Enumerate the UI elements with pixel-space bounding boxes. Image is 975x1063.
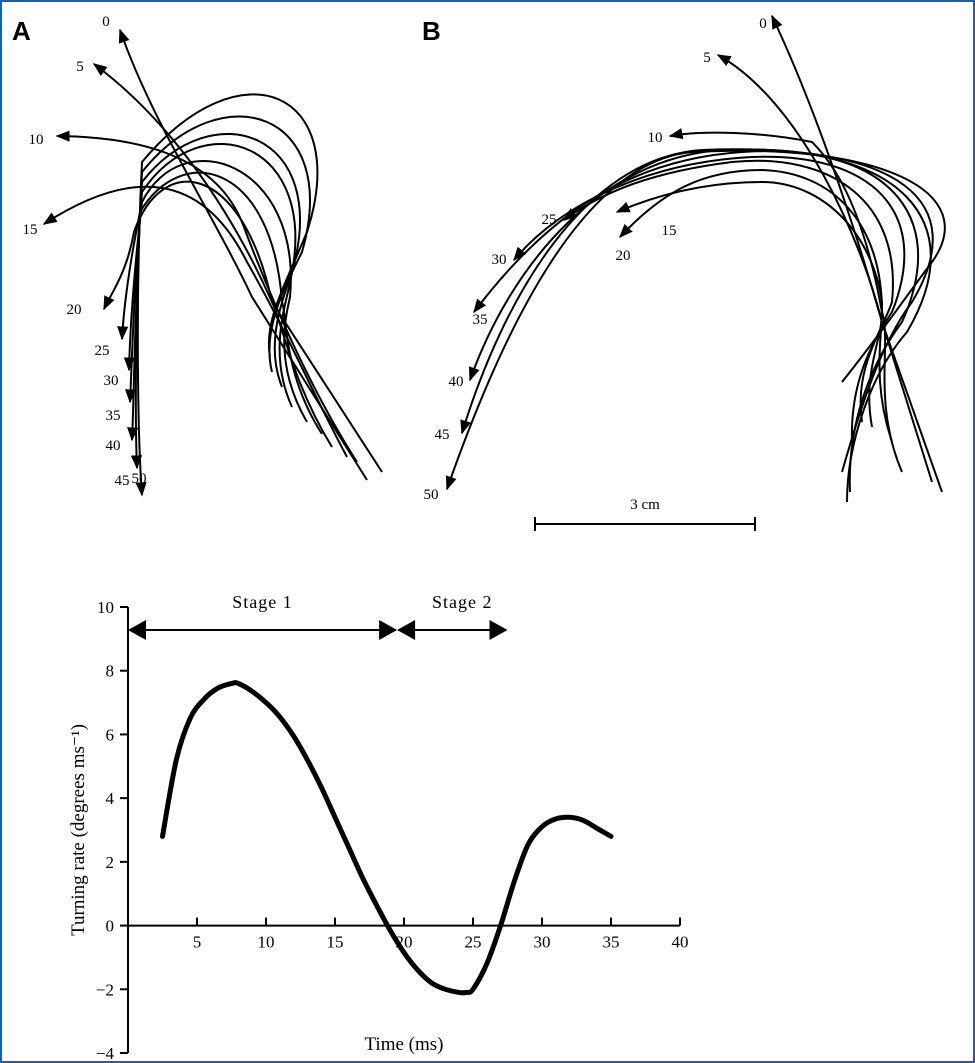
panel-a-letter: A: [12, 16, 31, 46]
x-tick-label: 25: [465, 933, 482, 952]
stage-arrows: [128, 620, 508, 640]
y-tick-label: 6: [106, 725, 115, 744]
scale-bar: 3 cm: [534, 497, 756, 531]
panel-a-midlines: A 0 5 10 15 20 25 30 35 40 45 50: [12, 14, 383, 497]
panel-b-time-label: 25: [542, 212, 557, 228]
x-tick-label: 30: [534, 933, 551, 952]
panel-b-time-label: 5: [703, 50, 711, 66]
stage-1-arrowhead-right: [379, 620, 398, 640]
y-tick-label: 0: [106, 917, 115, 936]
panel-a-midline-15ms: [42, 185, 348, 458]
x-tick-label: 10: [258, 933, 275, 952]
panel-b-time-label: 10: [648, 130, 663, 146]
panel-a-midline-5ms: [92, 63, 383, 473]
panel-a-time-label: 35: [106, 408, 121, 424]
panel-a-time-label: 40: [106, 438, 121, 454]
y-tick-label: −4: [96, 1044, 115, 1061]
stage-2-arrowhead-left: [397, 620, 416, 640]
y-tick-label: −2: [96, 980, 114, 999]
x-axis-title: Time (ms): [364, 1034, 443, 1055]
panel-a-time-label: 20: [67, 302, 82, 318]
panel-b-time-label: 35: [473, 312, 488, 328]
y-tick-label: 10: [97, 598, 114, 617]
x-tick-label: 15: [327, 933, 344, 952]
panel-a-midline-35ms: [125, 142, 297, 408]
y-tick-label: 8: [106, 662, 115, 681]
panel-a-time-label: 25: [95, 343, 110, 359]
panel-a-time-label: 5: [76, 59, 84, 75]
y-tick-label: 2: [106, 853, 115, 872]
panel-a-midline-25ms: [117, 171, 323, 435]
x-tick-label: 40: [672, 933, 689, 952]
panel-a-midline-30ms: [123, 160, 308, 423]
panel-a-time-label: 45: [115, 473, 130, 489]
panel-a-time-label: 0: [102, 14, 110, 30]
stage-1-arrowhead-left: [128, 620, 146, 640]
panel-b-time-label: 20: [616, 248, 631, 264]
y-axis-title: Turning rate (degrees ms⁻¹): [68, 724, 89, 936]
scale-bar-label: 3 cm: [630, 497, 660, 513]
x-tick-label: 5: [193, 933, 202, 952]
panel-a-time-labels: 0 5 10 15 20 25 30 35 40 45 50: [23, 14, 147, 489]
panel-b-time-label: 0: [759, 16, 767, 32]
panel-b-midline-30ms: [513, 155, 906, 443]
stage-2-label: Stage 2: [432, 592, 493, 612]
panel-b-time-label: 50: [424, 487, 439, 503]
y-tick-label: 4: [106, 789, 115, 808]
panel-a-midline-50ms: [135, 93, 319, 497]
panel-a-midline-group: [42, 28, 383, 497]
panel-b-time-label: 45: [435, 427, 450, 443]
panel-a-time-label: 10: [29, 132, 44, 148]
panel-a-time-label: 15: [23, 222, 38, 238]
x-tick-label: 35: [603, 933, 620, 952]
panel-b-midlines: B 0 5 10 15 20 25 30 35 40 45 50 3 cm: [422, 14, 946, 531]
panel-b-midline-10ms: [668, 128, 903, 473]
turning-rate-chart: Stage 1 Stage 2 5 10 15 20 25 30 35 40−4−202468…: [68, 592, 689, 1061]
panel-a-midline-45ms: [130, 115, 311, 470]
panel-a-time-label: 30: [104, 373, 119, 389]
panel-b-midline-40ms: [468, 148, 932, 503]
panel-b-time-label: 40: [449, 374, 464, 390]
stage-1-label: Stage 1: [232, 592, 293, 612]
panel-a-midline-40ms: [127, 132, 301, 442]
panel-b-time-label: 30: [492, 252, 507, 268]
panel-b-midline-5ms: [716, 54, 933, 483]
panel-b-midline-group: [445, 14, 946, 503]
panel-b-time-label: 15: [662, 223, 677, 239]
panel-b-midline-50ms: [445, 149, 946, 491]
panel-b-midline-35ms: [473, 150, 920, 493]
panel-a-time-label: 50: [132, 471, 147, 487]
panel-b-midline-45ms: [460, 148, 934, 473]
panel-b-midline-20ms: [619, 168, 884, 428]
stage-2-arrowhead-right: [489, 620, 508, 640]
panel-b-time-labels: 0 5 10 15 20 25 30 35 40 45 50: [424, 16, 767, 503]
turning-rate-line: [160, 680, 614, 996]
panel-b-letter: B: [422, 16, 441, 46]
